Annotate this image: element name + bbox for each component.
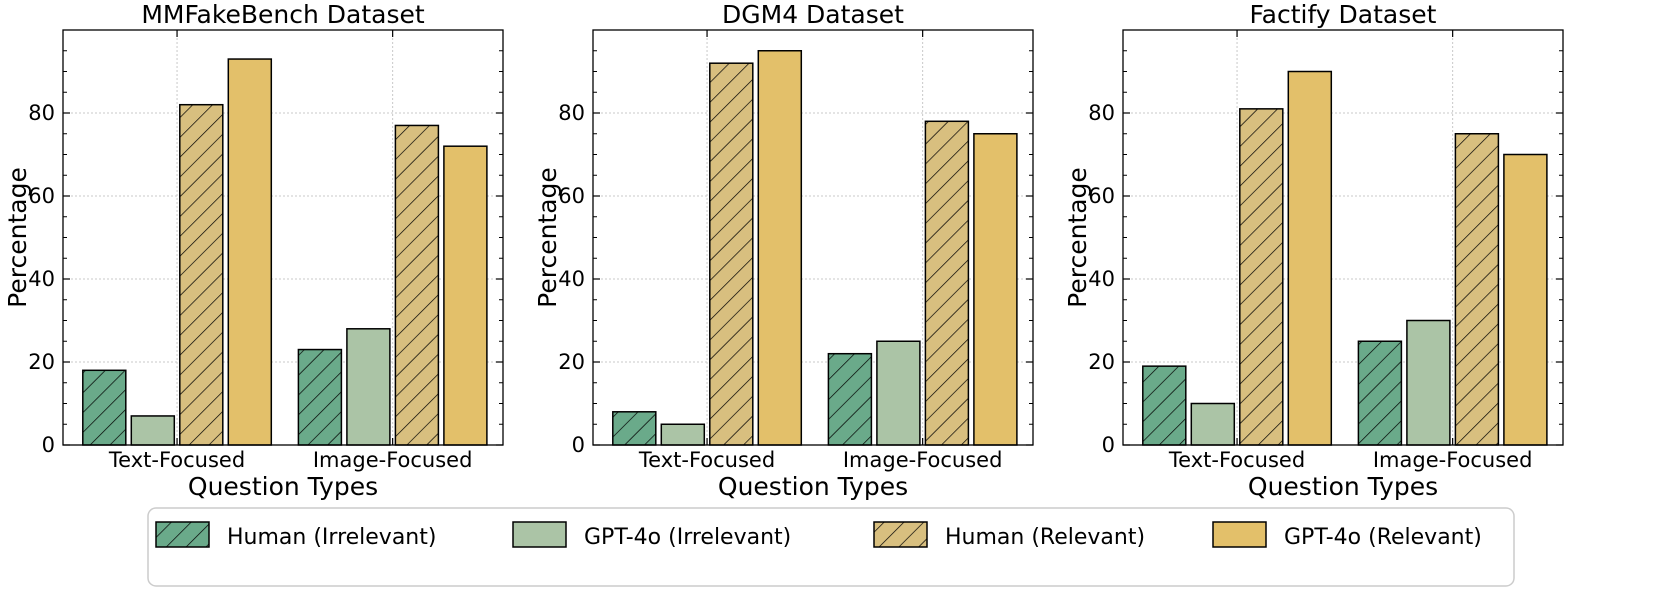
bar bbox=[1190, 402, 1236, 446]
x-tick-label: Text-Focused bbox=[1168, 448, 1305, 472]
grid bbox=[593, 30, 1033, 445]
chart-panel-dgm4: DGM4 Dataset Question Types Percentage 0… bbox=[533, 0, 1034, 501]
axes-frame bbox=[1122, 29, 1564, 446]
grid bbox=[1123, 30, 1563, 445]
legend-entry-gpt4o-irrelevant: GPT-4o (Irrelevant) bbox=[512, 521, 791, 550]
bar-hatch bbox=[1358, 341, 1402, 445]
y-tick-label: 80 bbox=[28, 101, 55, 125]
bar-hatch bbox=[395, 125, 439, 445]
bar bbox=[660, 423, 706, 446]
bar-hatch bbox=[179, 104, 223, 445]
bar bbox=[130, 415, 176, 446]
y-tick-label: 80 bbox=[558, 101, 585, 125]
y-axis-label: Percentage bbox=[1063, 167, 1092, 308]
y-tick-label: 0 bbox=[572, 433, 585, 457]
y-tick-label: 40 bbox=[558, 267, 585, 291]
y-tick-label: 60 bbox=[1088, 184, 1115, 208]
y-tick-label: 0 bbox=[1102, 433, 1115, 457]
bar bbox=[1287, 70, 1333, 446]
x-tick-label: Image-Focused bbox=[843, 448, 1003, 472]
bar-hatch bbox=[82, 370, 126, 445]
legend-label: GPT-4o (Relevant) bbox=[1284, 525, 1482, 550]
y-tick-label: 80 bbox=[1088, 101, 1115, 125]
bar bbox=[346, 328, 391, 446]
bar bbox=[1503, 153, 1548, 446]
bar bbox=[757, 50, 803, 446]
axes-frame bbox=[62, 29, 504, 446]
bar-hatch bbox=[1239, 108, 1283, 445]
bar bbox=[876, 340, 921, 446]
chart-title: Factify Dataset bbox=[1250, 0, 1437, 29]
legend-frame bbox=[147, 507, 1515, 587]
bar bbox=[1406, 319, 1451, 446]
y-tick-label: 60 bbox=[28, 184, 55, 208]
bar-hatch bbox=[1455, 133, 1499, 445]
chart-panel-mmfakebench: MMFakeBench Dataset Question Types Perce… bbox=[3, 0, 504, 501]
bar-hatch bbox=[1142, 366, 1186, 445]
x-axis-label: Question Types bbox=[1248, 472, 1438, 501]
bar bbox=[227, 58, 273, 446]
bar bbox=[443, 145, 488, 446]
x-tick-label: Text-Focused bbox=[108, 448, 245, 472]
y-axis-label: Percentage bbox=[533, 167, 562, 308]
legend-label: Human (Irrelevant) bbox=[227, 525, 436, 550]
x-tick-label: Text-Focused bbox=[638, 448, 775, 472]
x-axis-label: Question Types bbox=[188, 472, 378, 501]
legend-swatch-hatch bbox=[156, 522, 209, 547]
axes-frame bbox=[592, 29, 1034, 446]
grid bbox=[63, 30, 503, 445]
y-tick-label: 40 bbox=[28, 267, 55, 291]
bar-hatch bbox=[709, 63, 753, 445]
bar-hatch bbox=[925, 121, 969, 446]
legend-entry-human-irrelevant: Human (Irrelevant) bbox=[155, 521, 436, 550]
chart-panel-factify: Factify Dataset Question Types Percentag… bbox=[1063, 0, 1564, 501]
x-tick-label: Image-Focused bbox=[313, 448, 473, 472]
chart-title: MMFakeBench Dataset bbox=[141, 0, 425, 29]
y-tick-label: 20 bbox=[28, 350, 55, 374]
legend-entry-human-relevant: Human (Relevant) bbox=[873, 521, 1145, 550]
legend-swatch-hatch bbox=[874, 522, 927, 547]
y-tick-label: 40 bbox=[1088, 267, 1115, 291]
y-tick-label: 0 bbox=[42, 433, 55, 457]
y-tick-label: 60 bbox=[558, 184, 585, 208]
y-tick-label: 20 bbox=[558, 350, 585, 374]
legend-swatch bbox=[512, 521, 567, 548]
bar bbox=[973, 133, 1018, 446]
y-axis-label: Percentage bbox=[3, 167, 32, 308]
x-tick-label: Image-Focused bbox=[1373, 448, 1533, 472]
chart-title: DGM4 Dataset bbox=[722, 0, 904, 29]
bar-hatch bbox=[298, 349, 342, 445]
y-tick-label: 20 bbox=[1088, 350, 1115, 374]
x-axis-label: Question Types bbox=[718, 472, 908, 501]
legend-label: GPT-4o (Irrelevant) bbox=[584, 525, 791, 550]
bar-hatch bbox=[828, 353, 872, 445]
legend-swatch bbox=[1212, 521, 1267, 548]
legend-label: Human (Relevant) bbox=[945, 525, 1145, 550]
legend: Human (Irrelevant) GPT-4o (Irrelevant) H… bbox=[147, 507, 1515, 587]
bar-hatch bbox=[612, 411, 656, 445]
legend-entry-gpt4o-relevant: GPT-4o (Relevant) bbox=[1212, 521, 1482, 550]
